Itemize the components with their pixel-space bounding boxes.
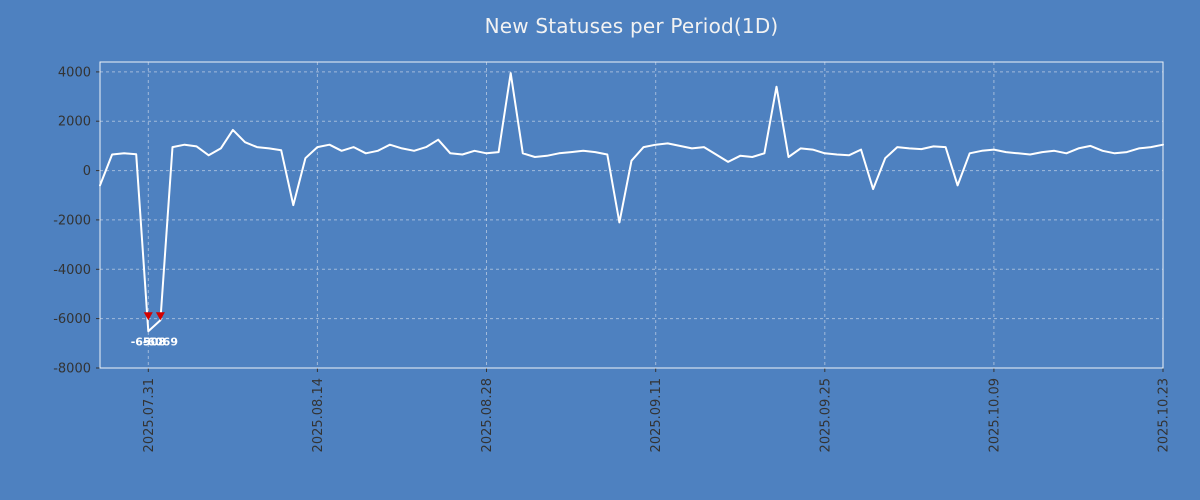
x-tick-label: 2025.08.14 (311, 378, 326, 452)
y-tick-label: 4000 (58, 65, 91, 80)
x-tick-label: 2025.08.28 (480, 378, 495, 452)
x-tick-label: 2025.07.31 (142, 378, 157, 452)
red-down-arrow-icon (143, 312, 153, 321)
x-tick-label: 2025.09.25 (818, 378, 833, 452)
x-tick-label: 2025.10.09 (987, 378, 1002, 452)
y-tick-label: 0 (83, 164, 91, 179)
x-tick-label: 2025.10.23 (1157, 378, 1172, 452)
y-tick-label: -6000 (53, 312, 91, 327)
y-tick-label: -4000 (53, 263, 91, 278)
series-line (99, 72, 1164, 333)
x-tick-label: 2025.09.11 (649, 378, 664, 452)
plot-border (99, 61, 1164, 369)
y-tick-label: -2000 (53, 213, 91, 228)
min-value-label: -6508 (131, 335, 166, 348)
min-value-label: -6069 (143, 335, 178, 348)
chart-title: New Statuses per Period(1D) (484, 14, 779, 38)
red-down-arrow-icon (155, 312, 165, 321)
y-tick-label: 2000 (58, 115, 91, 130)
y-tick-label: -8000 (53, 362, 91, 377)
